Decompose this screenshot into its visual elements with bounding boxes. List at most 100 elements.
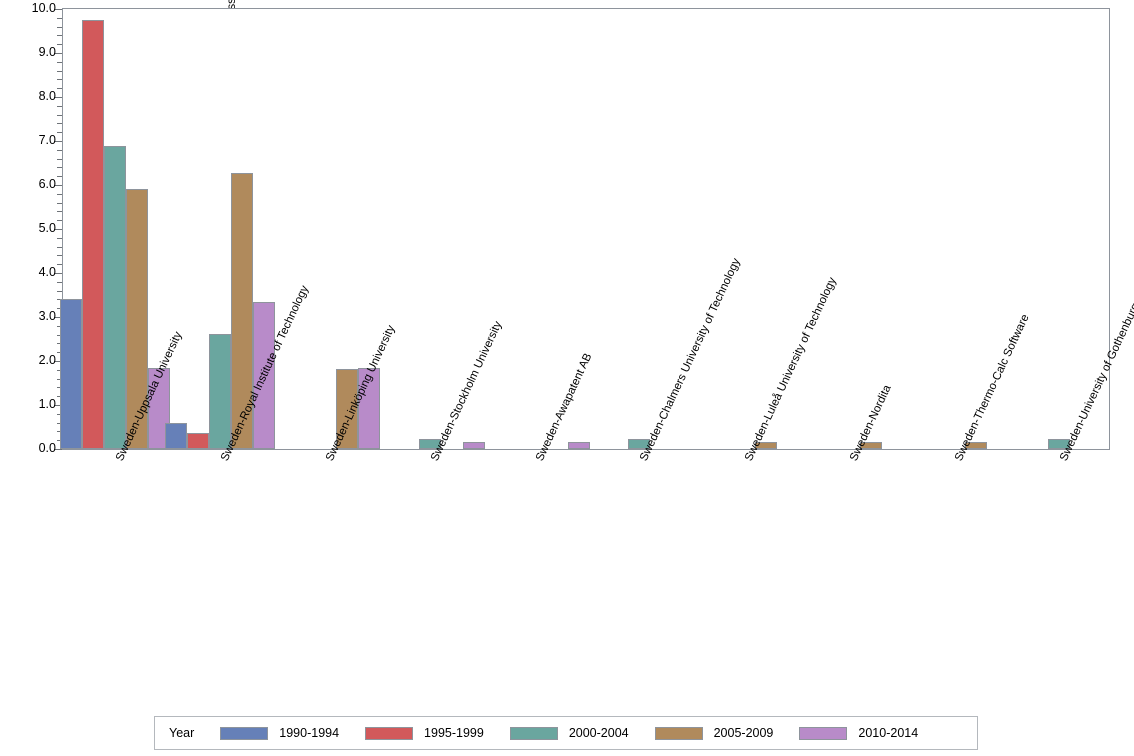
legend-color-swatch bbox=[365, 726, 414, 740]
y-tick-mark bbox=[54, 273, 62, 274]
y-minor-tick-mark bbox=[57, 440, 62, 442]
legend-color-swatch bbox=[799, 726, 848, 740]
y-minor-tick-mark bbox=[57, 35, 62, 37]
bar bbox=[126, 188, 149, 449]
legend-item-label: 2010-2014 bbox=[858, 726, 919, 740]
y-minor-tick-mark bbox=[57, 255, 62, 257]
y-minor-tick-mark bbox=[57, 70, 62, 72]
legend-color-swatch bbox=[654, 726, 703, 740]
y-tick-mark bbox=[54, 229, 62, 230]
bar bbox=[336, 369, 358, 449]
bars-layer bbox=[60, 9, 1109, 449]
y-minor-tick-mark bbox=[57, 105, 62, 107]
y-minor-tick-mark bbox=[57, 132, 62, 134]
legend-item-label: 1995-1999 bbox=[424, 726, 484, 740]
bar bbox=[755, 441, 778, 449]
y-tick-mark bbox=[54, 449, 62, 450]
y-tick-label: 7.0 bbox=[38, 133, 56, 147]
y-minor-tick-mark bbox=[57, 325, 62, 327]
y-tick-label: 9.0 bbox=[38, 45, 56, 59]
y-minor-tick-mark bbox=[57, 26, 62, 28]
legend-color-swatch bbox=[220, 726, 269, 740]
bar bbox=[418, 439, 441, 449]
bar bbox=[358, 367, 380, 449]
y-minor-tick-mark bbox=[57, 290, 62, 292]
plot-area bbox=[60, 8, 1110, 450]
y-tick-mark bbox=[54, 317, 62, 318]
y-tick-label: 0.0 bbox=[38, 441, 56, 455]
y-tick-label: 3.0 bbox=[38, 309, 56, 323]
legend-item[interactable]: 2005-2009 bbox=[654, 726, 774, 740]
y-tick-mark bbox=[54, 9, 62, 10]
y-tick-mark bbox=[54, 361, 62, 362]
y-minor-tick-mark bbox=[57, 114, 62, 116]
y-minor-tick-mark bbox=[57, 158, 62, 160]
y-tick-mark bbox=[54, 53, 62, 54]
legend-item[interactable]: 1990-1994 bbox=[220, 726, 339, 740]
y-tick-label: 1.0 bbox=[38, 397, 56, 411]
legend-title: Year bbox=[169, 726, 195, 740]
y-minor-tick-mark bbox=[57, 422, 62, 424]
y-minor-tick-mark bbox=[57, 264, 62, 266]
bar bbox=[253, 301, 276, 449]
bar bbox=[964, 441, 987, 449]
y-minor-tick-mark bbox=[57, 369, 62, 371]
y-tick-label: 8.0 bbox=[38, 89, 56, 103]
legend-item-label: 1990-1994 bbox=[279, 726, 340, 740]
y-minor-tick-mark bbox=[57, 193, 62, 195]
legend-item[interactable]: 2010-2014 bbox=[799, 726, 918, 740]
y-minor-tick-mark bbox=[57, 123, 62, 125]
bar bbox=[148, 367, 171, 449]
y-tick-label: 6.0 bbox=[38, 177, 56, 191]
y-minor-tick-mark bbox=[57, 88, 62, 90]
y-minor-tick-mark bbox=[57, 387, 62, 389]
bar bbox=[231, 173, 254, 449]
legend-item-label: 2005-2009 bbox=[713, 726, 774, 740]
y-tick-label: 5.0 bbox=[38, 221, 56, 235]
y-minor-tick-mark bbox=[57, 281, 62, 283]
y-minor-tick-mark bbox=[57, 211, 62, 213]
y-minor-tick-mark bbox=[57, 396, 62, 398]
bar bbox=[82, 19, 105, 449]
legend: Year 1990-1994 1995-1999 2000-2004 2005-200… bbox=[154, 716, 978, 750]
y-minor-tick-mark bbox=[57, 352, 62, 354]
y-minor-tick-mark bbox=[57, 308, 62, 310]
bar bbox=[104, 145, 127, 449]
bar bbox=[187, 432, 210, 449]
bar bbox=[165, 423, 188, 449]
legend-color-swatch bbox=[509, 726, 558, 740]
y-minor-tick-mark bbox=[57, 220, 62, 222]
y-minor-tick-mark bbox=[57, 176, 62, 178]
bar bbox=[462, 441, 485, 449]
y-tick-mark bbox=[54, 141, 62, 142]
legend-item[interactable]: 1995-1999 bbox=[365, 726, 484, 740]
bar bbox=[860, 441, 882, 449]
y-minor-tick-mark bbox=[57, 79, 62, 81]
y-minor-tick-mark bbox=[57, 61, 62, 63]
y-tick-label: 4.0 bbox=[38, 265, 56, 279]
y-minor-tick-mark bbox=[57, 149, 62, 151]
y-minor-tick-mark bbox=[57, 237, 62, 239]
y-tick-label: 2.0 bbox=[38, 353, 56, 367]
bar bbox=[209, 333, 232, 449]
y-tick-mark bbox=[54, 405, 62, 406]
y-minor-tick-mark bbox=[57, 246, 62, 248]
y-minor-tick-mark bbox=[57, 413, 62, 415]
y-minor-tick-mark bbox=[57, 431, 62, 433]
y-minor-tick-mark bbox=[57, 17, 62, 19]
y-minor-tick-mark bbox=[57, 167, 62, 169]
y-tick-mark bbox=[54, 97, 62, 98]
y-minor-tick-mark bbox=[57, 343, 62, 345]
bar bbox=[1047, 439, 1070, 449]
legend-item-label: 2000-2004 bbox=[568, 726, 629, 740]
y-minor-tick-mark bbox=[57, 202, 62, 204]
y-minor-tick-mark bbox=[57, 334, 62, 336]
bar bbox=[60, 298, 83, 449]
y-minor-tick-mark bbox=[57, 44, 62, 46]
y-tick-label: 10.0 bbox=[31, 1, 56, 15]
y-minor-tick-mark bbox=[57, 299, 62, 301]
legend-items: 1990-1994 1995-1999 2000-2004 2005-2009 2010… bbox=[220, 726, 944, 740]
y-minor-tick-mark bbox=[57, 378, 62, 380]
legend-item[interactable]: 2000-2004 bbox=[509, 726, 629, 740]
